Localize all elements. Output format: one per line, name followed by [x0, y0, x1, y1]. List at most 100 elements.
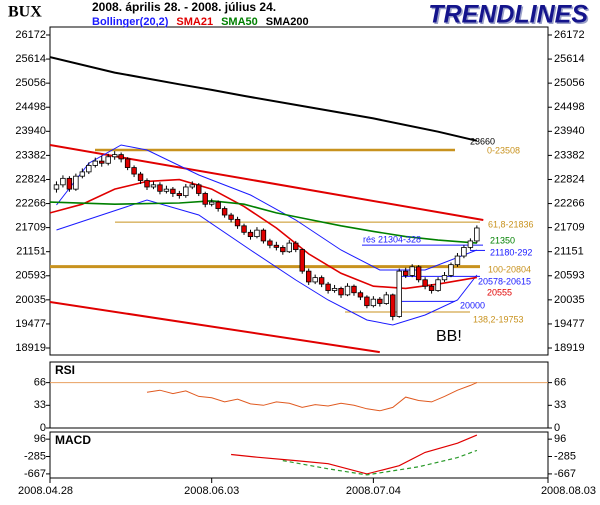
candle-body: [254, 229, 260, 238]
candle-body: [124, 158, 131, 168]
panel-title: MACD: [55, 433, 91, 447]
candle-body: [280, 247, 286, 253]
annotation: rés 21304-328: [363, 234, 421, 244]
annotation: BB!: [436, 328, 462, 345]
candle-body: [176, 193, 183, 197]
candle-body: [208, 201, 215, 205]
candle-body: [306, 270, 312, 283]
candle-body: [474, 227, 480, 242]
y-tick-label: 26172: [15, 29, 46, 41]
y-tick-label: 96: [34, 433, 46, 445]
annotation: 21350: [490, 235, 515, 245]
candle-body: [390, 294, 396, 317]
y-tick-label: 23940: [15, 125, 46, 137]
candle-body: [150, 184, 157, 188]
candle-body: [60, 177, 66, 186]
sma-line: [50, 199, 477, 244]
candle-body: [409, 266, 415, 276]
candle-body: [403, 270, 409, 276]
y-tick-label: 66: [34, 377, 46, 389]
legend-entry: SMA200: [266, 16, 309, 28]
annotation: 20555: [487, 287, 512, 297]
y-tick-label: 18919: [554, 342, 585, 354]
candle-body: [357, 292, 364, 298]
candle-body: [396, 270, 402, 317]
candle-body: [448, 264, 454, 276]
candle-body: [325, 283, 331, 291]
y-tick-label: 21709: [554, 222, 585, 234]
brand: TRENDLINES: [428, 1, 588, 29]
candle-body: [454, 255, 461, 266]
legend-entry: Bollinger(20,2): [92, 16, 169, 28]
macd-panel: [49, 431, 549, 479]
candle-body: [221, 208, 228, 216]
brand-shadow: TRENDLINES: [430, 2, 590, 30]
candle-body: [234, 218, 241, 227]
legend-entry: SMA50: [221, 16, 258, 28]
indicator-line: [146, 382, 478, 412]
y-tick-label: 20035: [554, 294, 585, 306]
y-tick-label: 21151: [554, 246, 584, 258]
y-tick-label: 33: [34, 399, 46, 411]
y-tick-label: 19477: [554, 318, 585, 330]
candle-body: [293, 242, 299, 250]
candle-body: [73, 175, 79, 190]
annotation: 23660: [470, 136, 495, 146]
candle-body: [202, 193, 208, 205]
trend-line: [50, 301, 380, 354]
rsi-plot: [50, 382, 548, 412]
candle-body: [215, 201, 221, 209]
y-tick-label: 26172: [554, 29, 585, 41]
legend-entry: SMA21: [176, 16, 213, 28]
candle-body: [53, 184, 60, 190]
candle-body: [99, 160, 105, 164]
y-tick-label: 25614: [15, 53, 46, 65]
bollinger-lower: [56, 199, 478, 326]
x-tick-label: 2008.04.28: [18, 485, 73, 497]
price-plot: [50, 56, 485, 354]
candle-body: [163, 188, 170, 192]
candle-body: [131, 167, 137, 175]
candle-body: [79, 171, 86, 177]
candle-body: [377, 298, 383, 304]
candle-body: [228, 214, 234, 220]
candle-body: [196, 184, 202, 194]
candle-body: [247, 231, 254, 238]
candle-body: [467, 240, 474, 248]
candle-body: [312, 277, 318, 283]
candle-body: [318, 277, 325, 285]
price-panel: [49, 26, 549, 356]
y-tick-label: 25056: [15, 77, 46, 89]
rsi-panel: [49, 361, 549, 429]
candle-body: [183, 186, 189, 197]
indicator-line: [282, 449, 478, 476]
y-tick-label: 33: [554, 399, 566, 411]
candle-body: [111, 154, 118, 158]
y-tick-label: 22824: [554, 173, 585, 185]
candle-body: [189, 184, 195, 188]
y-tick-label: 22266: [554, 197, 585, 209]
candle-body: [118, 154, 124, 160]
annotation: 61,8-21836: [488, 219, 534, 229]
y-tick-label: 22266: [15, 197, 46, 209]
candle-body: [137, 173, 144, 181]
candle-body: [66, 177, 73, 190]
candle-body: [435, 279, 441, 291]
y-tick-label: 0: [554, 422, 560, 434]
y-tick-label: 23940: [554, 125, 585, 137]
candle-body: [144, 180, 150, 188]
candle-body: [428, 285, 435, 291]
chart-title: BUX: [8, 4, 42, 21]
candle-body: [299, 249, 305, 272]
x-tick-label: 2008.07.04: [346, 485, 401, 497]
x-tick-label: 2008.08.03: [541, 485, 596, 497]
annotation: 138,2-19753: [473, 314, 524, 324]
y-tick-label: 23382: [15, 149, 46, 161]
y-tick-label: -285: [554, 450, 576, 462]
y-tick-label: 66: [554, 377, 566, 389]
candle-body: [170, 188, 176, 194]
y-tick-label: 23382: [554, 149, 585, 161]
candle-body: [364, 296, 370, 307]
candle-body: [260, 229, 267, 242]
